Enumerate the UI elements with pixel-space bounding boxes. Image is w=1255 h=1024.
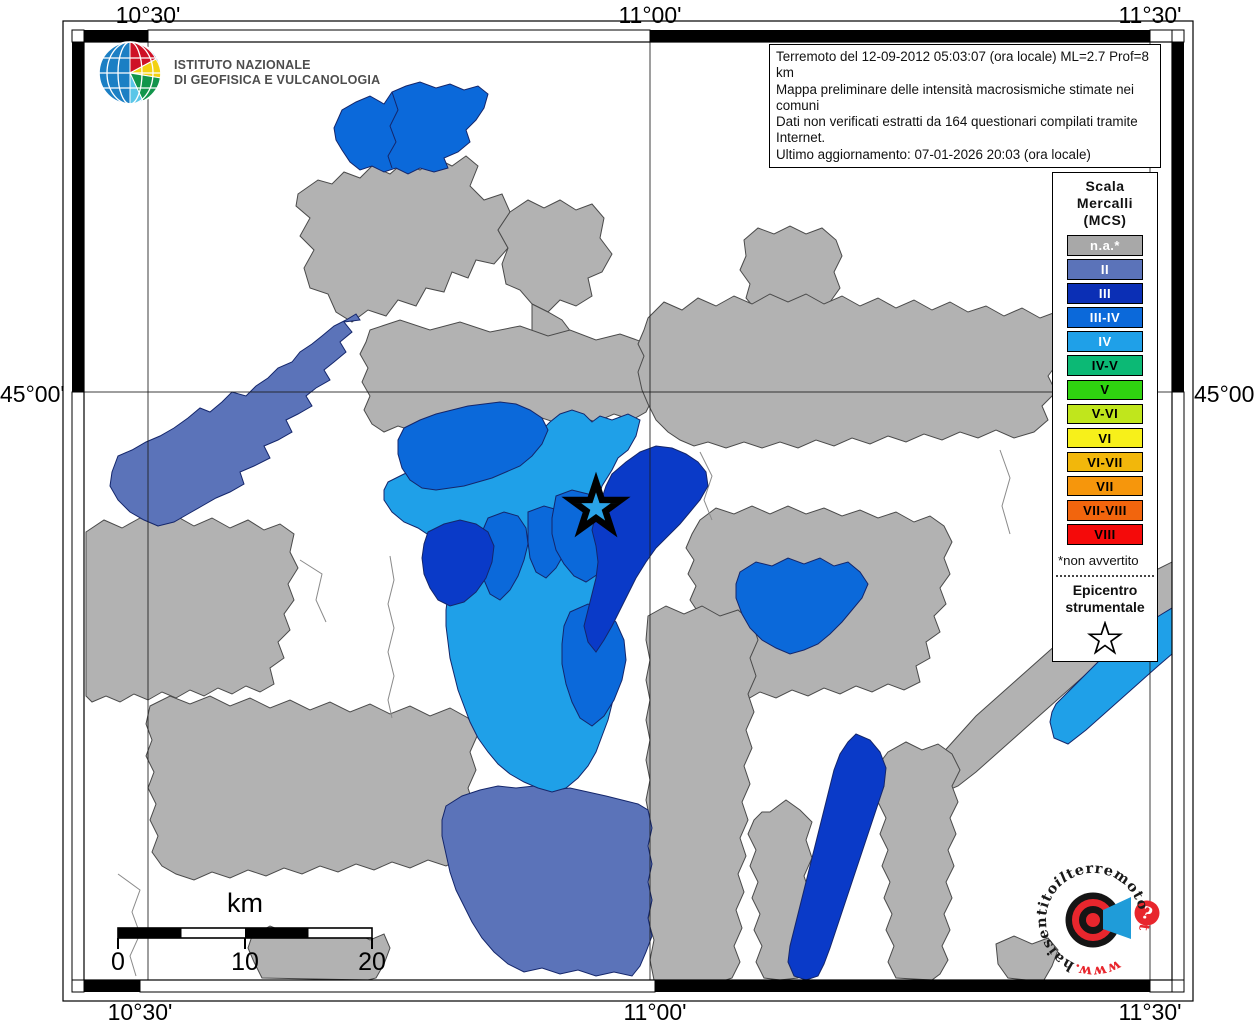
- coord-label-top-left: 10°30': [115, 2, 181, 28]
- graticule-lines: [84, 42, 1172, 980]
- map-frame: [62, 20, 1194, 1002]
- event-info-line3: Dati non verificati estratti da 164 ques…: [776, 114, 1138, 146]
- coord-label-bottom-right: 11°30': [1118, 999, 1182, 1024]
- legend-swatch-na: n.a.*: [1067, 235, 1143, 256]
- scale-bar: [117, 927, 373, 949]
- scale-bar-unit: km: [227, 888, 263, 918]
- event-info-line2: Mappa preliminare delle intensità macros…: [776, 81, 1134, 113]
- legend-swatch-IVV: IV-V: [1067, 355, 1143, 376]
- ingv-globe-icon: [98, 41, 162, 105]
- map-interior: [84, 42, 1172, 980]
- epicenter-star-icon: [1087, 620, 1123, 655]
- haisentitoilterremoto-watermark: ? www.haisentitoilterremoto .it: [1034, 861, 1160, 979]
- legend-swatch-III: III: [1067, 283, 1143, 304]
- event-info-box: Terremoto del 12-09-2012 05:03:07 (ora l…: [769, 44, 1161, 169]
- event-info-line1: Terremoto del 12-09-2012 05:03:07 (ora l…: [776, 49, 1149, 81]
- coord-label-left: 45°00': [0, 381, 65, 407]
- legend-swatch-VIIVIII: VII-VIII: [1067, 500, 1143, 521]
- legend-title: Scala Mercalli (MCS): [1053, 178, 1157, 229]
- coord-label-bottom-left: 10°30': [107, 999, 173, 1024]
- event-info-line4: Ultimo aggiornamento: 07-01-2026 20:03 (…: [776, 146, 1091, 162]
- scale-tick-10: 10: [231, 948, 259, 976]
- ingv-name-line1: ISTITUTO NAZIONALE: [174, 58, 311, 72]
- legend-swatch-VVI: V-VI: [1067, 403, 1143, 425]
- bullseye-icon: ?: [1065, 892, 1160, 948]
- legend-intensity-scale: n.a.* II III III-IV IV IV-V V V-VI VI VI-VII VII VI…: [1053, 235, 1157, 545]
- legend-swatch-VIII: VIII: [1067, 524, 1143, 545]
- ingv-name-line2: DI GEOFISICA E VULCANOLOGIA: [174, 73, 381, 87]
- legend-title-line1: Scala: [1085, 178, 1125, 194]
- legend-separator: [1056, 574, 1154, 577]
- coord-label-right: 45°00': [1194, 381, 1255, 407]
- legend-epicenter-line2: strumentale: [1065, 599, 1145, 616]
- municipalities-intensity-III-IV: [333, 81, 869, 727]
- municipalities-intensity-II: [109, 313, 653, 977]
- coord-label-top-center: 11°00': [618, 2, 682, 28]
- municipalities-not-classified: [85, 155, 1172, 980]
- megaphone-icon: [1103, 897, 1131, 939]
- epicenter-star-marker: [561, 471, 631, 538]
- coord-label-top-right: 11°30': [1118, 2, 1182, 28]
- ingv-logo: ISTITUTO NAZIONALE DI GEOFISICA E VULCAN…: [97, 40, 380, 106]
- ingv-name: ISTITUTO NAZIONALE DI GEOFISICA E VULCAN…: [174, 58, 380, 88]
- legend-box: Scala Mercalli (MCS) n.a.* II III III-IV IV I…: [1052, 172, 1158, 662]
- legend-epicenter-line1: Epicentro: [1072, 581, 1138, 598]
- legend-swatch-VIVII: VI-VII: [1067, 451, 1143, 473]
- legend-swatch-II: II: [1067, 259, 1143, 280]
- scale-tick-20: 20: [358, 948, 386, 976]
- legend-swatch-IIIIV: III-IV: [1067, 307, 1143, 328]
- legend-swatch-VII: VII: [1067, 475, 1143, 497]
- legend-title-line3: (MCS): [1083, 212, 1127, 228]
- legend-swatch-VI: VI: [1067, 427, 1143, 449]
- legend-swatch-V: V: [1067, 379, 1143, 401]
- legend-swatch-IV: IV: [1067, 331, 1143, 352]
- legend-title-line2: Mercalli: [1076, 195, 1134, 211]
- question-badge-icon: [1134, 900, 1160, 926]
- legend-epicenter-label: Epicentro strumentale: [1053, 582, 1157, 617]
- coord-label-bottom-center: 11°00': [623, 999, 687, 1024]
- legend-footnote: *non avvertito: [1058, 552, 1139, 568]
- scale-tick-0: 0: [111, 948, 125, 976]
